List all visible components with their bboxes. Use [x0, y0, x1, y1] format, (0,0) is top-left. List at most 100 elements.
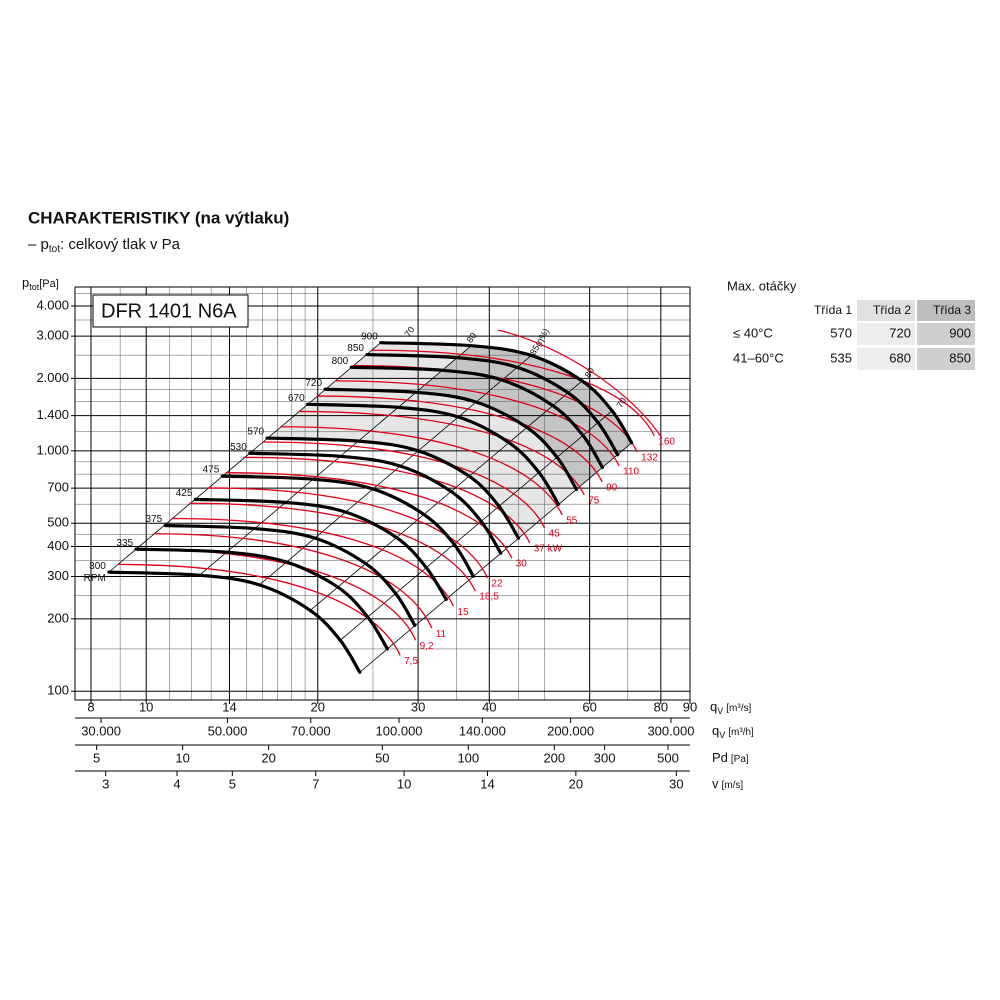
- axis-label-part: Pd: [712, 750, 728, 765]
- rpm-curve: [163, 523, 417, 627]
- rpm-label: 570: [247, 427, 264, 438]
- power-label: 11: [436, 629, 447, 640]
- power-label: 18,5: [479, 592, 499, 603]
- header-cell: [917, 300, 975, 321]
- x-tick-label: 200.000: [547, 723, 594, 738]
- table-header: Třída 1: [814, 303, 852, 317]
- power-curve: [334, 380, 620, 467]
- model-label: DFR 1401 N6A: [101, 300, 237, 322]
- table-value: 570: [830, 325, 852, 340]
- table-cell: [917, 348, 975, 370]
- axis-label-part: v: [712, 776, 719, 791]
- rpm-curve: [220, 474, 475, 578]
- power-label: 90: [606, 482, 618, 493]
- power-label: 55: [566, 516, 578, 527]
- y-tick-label: 200: [47, 610, 69, 625]
- rpm-label: 475: [203, 465, 220, 476]
- y-tick-label: 3.000: [36, 328, 69, 343]
- table-value: 720: [889, 325, 911, 340]
- x-tick-label: 10: [139, 699, 153, 714]
- table-value: 900: [949, 325, 971, 340]
- rpm-curve: [193, 497, 448, 602]
- rpm-label: 900: [361, 331, 378, 342]
- power-label: 7,5: [404, 656, 418, 667]
- curves: [107, 341, 655, 674]
- x-tick-label: 20: [261, 750, 275, 765]
- speed-table: Max. otáčky Třída 1 Třída 2 Třída 3 ≤ 40°C 57…: [727, 278, 975, 370]
- y-tick-label: 700: [47, 480, 69, 495]
- x-tick-label: 5: [93, 750, 100, 765]
- power-curve: [117, 563, 401, 656]
- y-axis-label-text: p: [22, 275, 29, 290]
- table-cell: [917, 323, 975, 345]
- efficiency-label: 70: [403, 325, 417, 339]
- rpm-label: 375: [146, 514, 163, 525]
- subtitle-subscript: tot: [49, 244, 60, 255]
- axis-label-part: q: [712, 723, 719, 738]
- y-tick-label: 1.400: [36, 407, 69, 422]
- power-label: 37 kW: [534, 544, 563, 555]
- power-curve: [153, 533, 433, 629]
- x-tick-label: 200: [543, 750, 565, 765]
- power-label: 110: [623, 466, 639, 477]
- rpm-label: 425: [176, 488, 193, 499]
- power-label: 160: [658, 436, 675, 447]
- axis-label: qV [m³/s]: [710, 699, 751, 716]
- x-tick-label: 80: [654, 699, 668, 714]
- x-tick-label: 100.000: [376, 723, 423, 738]
- axis-label-part: V: [719, 730, 725, 740]
- efficiency-label: 70: [615, 396, 629, 410]
- x-tick-label: 10: [175, 750, 189, 765]
- x-tick-label: 14: [480, 776, 494, 791]
- table-value: 535: [830, 350, 852, 365]
- rpm-label: 530: [230, 442, 247, 453]
- efficiency-label: 80: [583, 366, 597, 380]
- axis-label-part: q: [710, 699, 717, 714]
- axis-label-part: [m³/h]: [728, 727, 754, 738]
- rpm-curve: [265, 436, 521, 540]
- y-tick-label: 1.000: [36, 442, 69, 457]
- y-axis-label-unit: [Pa]: [39, 278, 59, 290]
- rpm-label: 850: [347, 343, 364, 354]
- efficiency-label: 85(η%): [528, 327, 551, 357]
- axis-label-part: [m³/s]: [726, 703, 751, 714]
- power-label: 132: [641, 453, 658, 464]
- y-tick-label: 2.000: [36, 370, 69, 385]
- x-tick-label: 50: [375, 750, 389, 765]
- power-curve: [225, 472, 513, 559]
- x-tick-label: 70.000: [291, 723, 331, 738]
- labels: 8 10 14 20 30 40 60 80 90 4.000 3.000 2.000 1.400 1.0…: [36, 297, 754, 791]
- y-tick-label: 300: [47, 568, 69, 583]
- y-tick-label: 500: [47, 515, 69, 530]
- power-curve: [370, 349, 655, 437]
- row-label: ≤ 40°C: [733, 325, 773, 340]
- power-curve: [243, 456, 531, 544]
- rpm-curve: [365, 352, 620, 457]
- x-tick-label: 30.000: [81, 723, 121, 738]
- x-tick-label: 30: [669, 776, 683, 791]
- x-tick-label: 3: [102, 776, 109, 791]
- subtitle: – ptot: celkový tlak v Pa: [28, 236, 181, 255]
- table-value: 850: [949, 350, 971, 365]
- x-tick-label: 14: [222, 699, 236, 714]
- rpm-label: 720: [305, 378, 322, 389]
- power-label: 22: [491, 579, 503, 590]
- efficiency-arc: [497, 329, 663, 439]
- x-tick-label: 30: [411, 699, 425, 714]
- x-tick-label: 500: [657, 750, 679, 765]
- power-label: 75: [588, 495, 600, 506]
- axis-label: Pd [Pa]: [712, 750, 749, 765]
- x-tick-label: 300: [594, 750, 616, 765]
- rpm-curve: [323, 387, 579, 492]
- plot-frame: [74, 286, 691, 701]
- rpm-curve: [107, 570, 362, 674]
- power-label: 9,2: [420, 641, 434, 652]
- x-tick-label: 140.000: [459, 723, 506, 738]
- axis-label: qV [m³/h]: [712, 723, 754, 740]
- table-cell: [857, 348, 915, 370]
- subtitle-text: – p: [28, 236, 49, 253]
- x-tick-label: 40: [482, 699, 496, 714]
- table-value: 680: [889, 350, 911, 365]
- header-cell: [857, 300, 915, 321]
